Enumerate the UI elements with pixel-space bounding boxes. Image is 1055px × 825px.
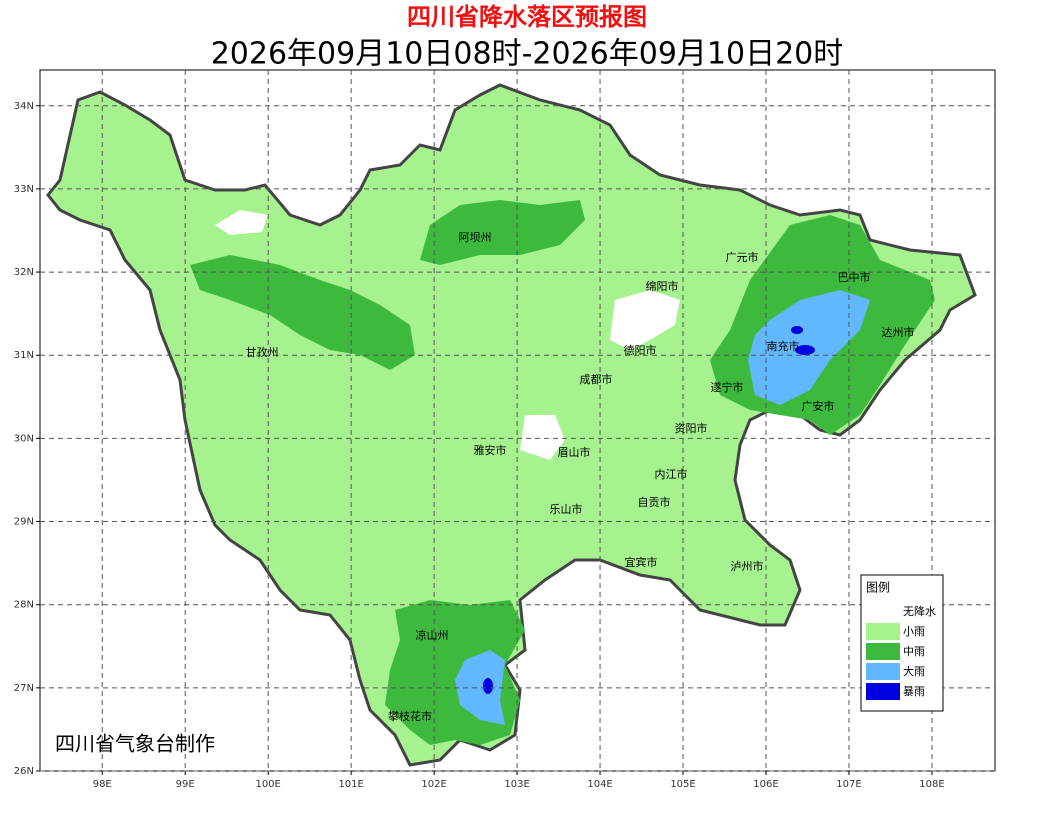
map-shapes [46,83,977,767]
x-tick-label: 101E [338,779,363,790]
x-tick-label: 108E [919,779,944,790]
x-tick-label: 105E [670,779,695,790]
x-tick-label: 102E [421,779,446,790]
legend-swatch [866,603,900,620]
city-label: 南充市 [767,339,800,353]
x-tick-label: 106E [753,779,778,790]
legend-label: 小雨 [903,625,925,638]
city-label: 遂宁市 [711,380,744,394]
legend-swatch [866,683,900,700]
rainstorm-area [795,345,815,355]
moderate-rain-area [190,255,415,370]
city-label: 攀枝花市 [388,709,432,723]
y-tick-label: 34N [14,101,34,112]
moderate-rain-area [420,200,585,265]
city-label: 资阳市 [675,421,708,435]
legend-label: 大雨 [903,664,925,678]
y-tick-label: 27N [14,683,34,694]
city-label: 广安市 [802,399,835,413]
city-label: 宜宾市 [625,555,658,569]
city-label: 广元市 [726,250,759,264]
legend-swatch [866,623,900,640]
x-tick-label: 100E [255,779,280,790]
legend-swatch [866,643,900,660]
legend-title: 图例 [866,581,890,595]
y-tick-label: 26N [14,766,34,777]
x-tick-label: 107E [836,779,861,790]
city-label: 德阳市 [624,343,657,357]
y-tick-label: 28N [14,600,34,611]
city-label: 绵阳市 [646,279,679,293]
city-label: 达州市 [882,325,915,339]
rainstorm-area [791,326,803,334]
legend-label: 无降水 [903,604,936,618]
legend-label: 中雨 [903,645,925,658]
grid: 98E 99E 100E 101E 102E 103E 104E 105E 106E 107E 10… [14,70,995,790]
city-label: 泸州市 [731,559,764,573]
city-label: 阿坝州 [459,230,492,244]
city-label: 雅安市 [474,443,507,457]
subtitle: 2026年09月10日08时-2026年09月10日20时 [211,37,844,72]
legend-label: 暴雨 [903,685,925,698]
x-tick-label: 103E [504,779,529,790]
city-label: 甘孜州 [246,345,279,359]
x-tick-label: 104E [587,779,612,790]
credit: 四川省气象台制作 [55,732,215,756]
no-rain-area [520,415,565,460]
rainstorm-area [483,678,493,694]
y-tick-label: 33N [14,184,34,195]
legend-swatch [866,663,900,680]
x-tick-label: 99E [176,779,195,790]
city-label: 成都市 [580,372,613,386]
city-label: 内江市 [655,467,688,481]
city-label: 凉山州 [416,628,449,642]
city-label: 巴中市 [838,270,871,284]
y-tick-label: 31N [14,350,34,361]
city-label: 眉山市 [558,445,591,459]
x-tick-label: 98E [93,779,112,790]
heavy-rain-area [455,650,505,725]
no-rain-area [215,210,268,235]
city-label: 乐山市 [550,502,583,516]
city-labels: 阿坝州 广元市 巴中市 绵阳市 达州市 甘孜州 德阳市 南充市 成都市 遂宁市 … [246,230,915,723]
y-tick-label: 29N [14,517,34,528]
y-tick-label: 32N [14,267,34,278]
title: 四川省降水落区预报图 [407,3,647,31]
no-rain-area [610,290,680,350]
y-tick-label: 30N [14,433,34,444]
city-label: 自贡市 [638,495,671,509]
